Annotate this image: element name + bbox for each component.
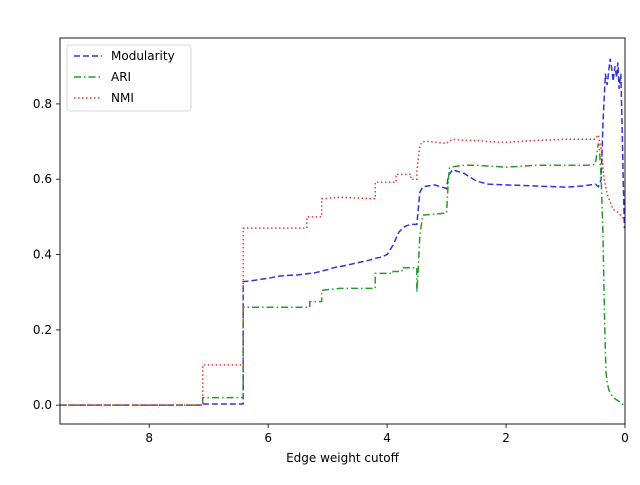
legend-label-nmi: NMI <box>111 91 134 105</box>
y-tick-label: 0.4 <box>33 248 52 262</box>
x-tick-label: 6 <box>264 431 272 445</box>
legend-label-modularity: Modularity <box>111 49 175 63</box>
x-tick-label: 4 <box>383 431 391 445</box>
legend: Modularity ARI NMI <box>66 44 192 112</box>
y-tick-label: 0.2 <box>33 323 52 337</box>
series-line-nmi <box>60 132 626 406</box>
y-tick-label: 0.6 <box>33 172 52 186</box>
x-tick-label: 0 <box>621 431 629 445</box>
axis-ticks: 8 6 4 2 0 0.0 0.2 0.4 0.6 0.8 <box>33 97 629 445</box>
x-tick-label: 8 <box>145 431 153 445</box>
plot-frame <box>59 37 626 425</box>
x-tick-label: 2 <box>502 431 510 445</box>
x-axis-label: Edge weight cutoff <box>286 451 400 465</box>
legend-box <box>66 44 192 112</box>
legend-label-ari: ARI <box>111 70 131 84</box>
y-tick-label: 0.8 <box>33 97 52 111</box>
y-tick-label: 0.0 <box>33 398 52 412</box>
series-lines <box>60 58 626 406</box>
series-line-modularity <box>60 58 626 406</box>
